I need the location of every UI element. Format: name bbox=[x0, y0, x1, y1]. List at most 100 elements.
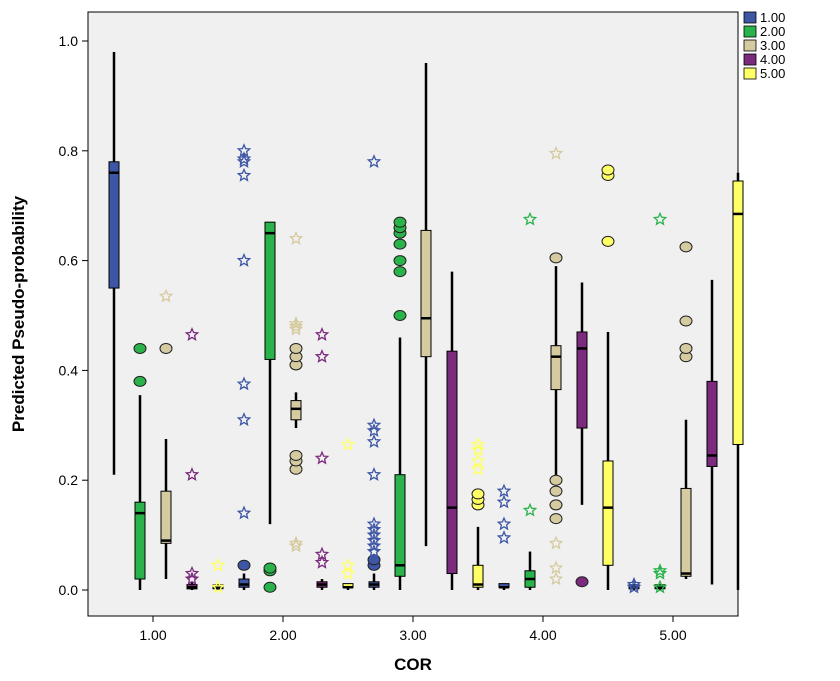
extreme-point bbox=[652, 565, 668, 580]
extreme-point bbox=[158, 288, 174, 303]
box-series-5-group-3 bbox=[470, 436, 486, 590]
box-series-4-group-1 bbox=[184, 327, 200, 590]
legend-label: 5.00 bbox=[760, 66, 785, 81]
extreme-point bbox=[470, 436, 486, 451]
extreme-point bbox=[236, 252, 252, 267]
extreme-point bbox=[366, 527, 382, 542]
outlier-point bbox=[133, 375, 147, 387]
box bbox=[576, 331, 588, 429]
box bbox=[134, 501, 146, 580]
outlier-point bbox=[549, 499, 563, 511]
y-tick-label: 0.0 bbox=[59, 582, 79, 598]
extreme-point bbox=[470, 453, 486, 468]
x-tick-label: 4.00 bbox=[529, 627, 556, 643]
y-axis: 0.0 0.2 0.4 0.6 0.8 1.0 bbox=[59, 33, 88, 598]
extreme-point bbox=[314, 450, 330, 465]
box bbox=[706, 380, 718, 467]
extreme-point bbox=[184, 327, 200, 341]
outlier-point bbox=[549, 474, 563, 486]
box-series-4-group-4 bbox=[575, 282, 589, 588]
extreme-point bbox=[366, 434, 382, 448]
outlier-point bbox=[393, 216, 407, 228]
extreme-point bbox=[340, 436, 356, 451]
box-series-2-group-3 bbox=[393, 216, 407, 590]
extreme-point bbox=[288, 230, 304, 245]
box-series-5-group-1 bbox=[210, 557, 226, 594]
extreme-point bbox=[366, 538, 382, 553]
extreme-point bbox=[496, 483, 512, 498]
extreme-point bbox=[366, 423, 382, 437]
extreme-point bbox=[548, 571, 564, 586]
extreme-point bbox=[548, 535, 564, 550]
y-tick-label: 0.2 bbox=[59, 472, 79, 488]
extreme-point bbox=[236, 143, 252, 158]
extreme-point bbox=[626, 576, 642, 591]
box bbox=[420, 229, 432, 358]
extreme-point bbox=[184, 571, 200, 586]
extreme-point bbox=[210, 579, 226, 594]
extreme-point bbox=[340, 557, 356, 572]
y-tick-label: 0.8 bbox=[59, 143, 79, 159]
outlier-point bbox=[601, 235, 615, 247]
outlier-point bbox=[679, 342, 693, 354]
legend: 1.002.003.004.005.00 bbox=[743, 10, 785, 81]
box bbox=[238, 578, 250, 588]
box-series-1-group-2 bbox=[236, 143, 252, 590]
extreme-point bbox=[626, 579, 642, 594]
box bbox=[394, 474, 406, 577]
outlier-point bbox=[393, 238, 407, 250]
plot-marks bbox=[108, 51, 744, 594]
extreme-point bbox=[366, 417, 382, 432]
extreme-point bbox=[184, 565, 200, 580]
x-tick-label: 2.00 bbox=[269, 627, 296, 643]
box-series-3-group-2 bbox=[288, 230, 304, 553]
box bbox=[472, 564, 484, 588]
outlier-point bbox=[367, 554, 381, 566]
extreme-point bbox=[314, 327, 330, 341]
box-series-5-group-2 bbox=[340, 436, 356, 590]
extreme-point bbox=[522, 211, 538, 226]
legend-label: 2.00 bbox=[760, 24, 785, 39]
extreme-point bbox=[366, 467, 382, 481]
extreme-point bbox=[366, 516, 382, 531]
extreme-point bbox=[470, 461, 486, 476]
extreme-point bbox=[496, 530, 512, 545]
extreme-point bbox=[236, 154, 252, 168]
box-series-3-group-3 bbox=[420, 62, 432, 547]
legend-swatch bbox=[743, 67, 757, 80]
x-tick-label: 1.00 bbox=[139, 627, 166, 643]
extreme-point bbox=[288, 318, 304, 333]
legend-swatch bbox=[743, 25, 757, 38]
y-axis-title: Predicted Pseudo-probability bbox=[9, 195, 28, 432]
box-series-2-group-5 bbox=[652, 211, 668, 594]
extreme-point bbox=[340, 565, 356, 580]
outlier-point bbox=[263, 581, 277, 593]
extreme-point bbox=[366, 521, 382, 536]
extreme-point bbox=[236, 151, 252, 166]
y-tick-label: 0.6 bbox=[59, 253, 79, 269]
box bbox=[550, 345, 562, 391]
outlier-point bbox=[679, 315, 693, 327]
outlier-point bbox=[575, 576, 589, 588]
y-tick-label: 1.0 bbox=[59, 33, 79, 49]
outlier-point bbox=[471, 488, 485, 500]
extreme-point bbox=[236, 505, 252, 520]
legend-label: 4.00 bbox=[760, 52, 785, 67]
outlier-point bbox=[679, 241, 693, 253]
x-tick-label: 3.00 bbox=[399, 627, 426, 643]
box-series-3-group-1 bbox=[158, 288, 174, 580]
box bbox=[160, 490, 172, 544]
x-axis-title: COR bbox=[394, 655, 432, 674]
box-series-5-group-5 bbox=[732, 172, 744, 590]
box bbox=[602, 460, 614, 566]
extreme-point bbox=[366, 543, 382, 558]
box-series-1-group-5 bbox=[626, 576, 642, 594]
box-series-2-group-4 bbox=[522, 211, 538, 590]
box-series-4-group-2 bbox=[314, 327, 330, 590]
extreme-point bbox=[366, 154, 382, 168]
extreme-point bbox=[236, 376, 252, 391]
extreme-point bbox=[366, 532, 382, 547]
extreme-point bbox=[236, 412, 252, 427]
box bbox=[290, 400, 302, 421]
box bbox=[108, 161, 120, 289]
